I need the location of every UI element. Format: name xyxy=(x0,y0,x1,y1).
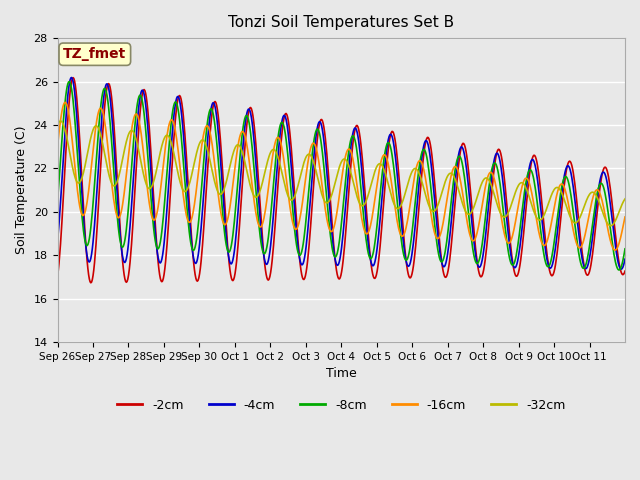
-8cm xyxy=(121,237,129,243)
Text: TZ_fmet: TZ_fmet xyxy=(63,47,127,61)
Line: -4cm: -4cm xyxy=(58,77,625,269)
-16cm xyxy=(253,217,261,223)
-16cm xyxy=(433,235,440,240)
-16cm xyxy=(54,144,61,149)
-8cm xyxy=(225,249,233,255)
-4cm xyxy=(401,249,408,254)
Line: -32cm: -32cm xyxy=(58,121,625,226)
X-axis label: Time: Time xyxy=(326,367,356,380)
-4cm xyxy=(68,74,76,80)
-2cm xyxy=(122,278,129,284)
-4cm xyxy=(54,239,61,244)
-16cm xyxy=(61,99,68,105)
-8cm xyxy=(54,198,61,204)
-32cm xyxy=(621,196,629,202)
-8cm xyxy=(621,246,629,252)
-8cm xyxy=(65,79,73,84)
-4cm xyxy=(253,179,261,185)
-8cm xyxy=(433,236,440,242)
Y-axis label: Soil Temperature (C): Soil Temperature (C) xyxy=(15,126,28,254)
-4cm xyxy=(621,256,629,262)
Line: -16cm: -16cm xyxy=(58,102,625,250)
-2cm xyxy=(401,250,409,256)
-8cm xyxy=(253,204,261,210)
-4cm xyxy=(433,216,440,222)
-16cm xyxy=(612,247,620,253)
Title: Tonzi Soil Temperatures Set B: Tonzi Soil Temperatures Set B xyxy=(228,15,454,30)
-16cm xyxy=(275,135,283,141)
-2cm xyxy=(69,75,77,81)
-2cm xyxy=(226,267,234,273)
-2cm xyxy=(433,210,441,216)
-32cm xyxy=(121,145,129,151)
Line: -2cm: -2cm xyxy=(58,78,625,283)
-16cm xyxy=(225,209,233,215)
-32cm xyxy=(433,206,440,212)
-8cm xyxy=(401,255,408,261)
-2cm xyxy=(54,274,61,279)
-16cm xyxy=(401,230,408,236)
-32cm xyxy=(253,193,261,199)
-2cm xyxy=(621,268,629,274)
-32cm xyxy=(225,167,233,172)
-4cm xyxy=(275,145,283,151)
-2cm xyxy=(254,171,262,177)
Legend: -2cm, -4cm, -8cm, -16cm, -32cm: -2cm, -4cm, -8cm, -16cm, -32cm xyxy=(112,394,570,417)
-8cm xyxy=(275,130,283,135)
-8cm xyxy=(615,267,623,273)
-4cm xyxy=(121,260,129,265)
-32cm xyxy=(275,157,283,163)
-32cm xyxy=(607,223,615,228)
-32cm xyxy=(57,118,65,124)
-2cm xyxy=(276,159,284,165)
-16cm xyxy=(121,185,129,191)
-4cm xyxy=(225,257,233,263)
-32cm xyxy=(401,192,408,198)
-4cm xyxy=(618,266,625,272)
-2cm xyxy=(87,280,95,286)
-32cm xyxy=(54,122,61,128)
-16cm xyxy=(621,214,629,220)
Line: -8cm: -8cm xyxy=(58,82,625,270)
